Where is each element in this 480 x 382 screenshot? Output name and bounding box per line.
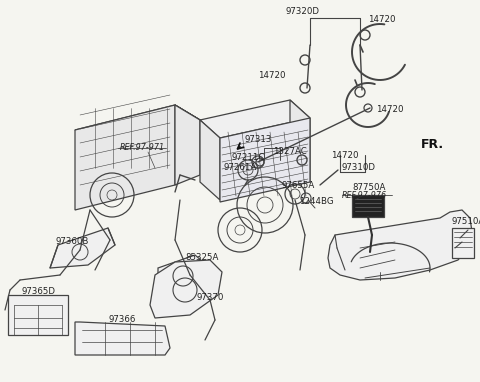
Text: 85325A: 85325A	[185, 254, 219, 262]
Polygon shape	[75, 105, 200, 145]
Text: 97211C: 97211C	[231, 154, 264, 162]
Text: 97320D: 97320D	[285, 8, 319, 16]
Text: 14720: 14720	[368, 16, 396, 24]
Polygon shape	[200, 120, 220, 200]
Polygon shape	[50, 228, 115, 268]
Text: FR.: FR.	[420, 139, 444, 152]
Text: 97366: 97366	[108, 316, 136, 324]
Polygon shape	[158, 255, 210, 285]
Text: 87750A: 87750A	[352, 183, 385, 193]
Polygon shape	[150, 260, 222, 318]
Polygon shape	[452, 228, 474, 258]
Text: 14720: 14720	[258, 71, 286, 79]
Text: 97510A: 97510A	[452, 217, 480, 227]
Text: 14720: 14720	[376, 105, 404, 115]
Polygon shape	[352, 195, 384, 217]
Polygon shape	[75, 105, 175, 210]
Polygon shape	[328, 210, 472, 280]
Polygon shape	[75, 322, 170, 355]
Text: 1244BG: 1244BG	[299, 197, 333, 207]
Text: 1327AC: 1327AC	[273, 147, 307, 157]
Text: REF.97-976: REF.97-976	[342, 191, 387, 199]
Text: 97360B: 97360B	[55, 238, 89, 246]
Polygon shape	[175, 105, 225, 135]
Text: 97261A: 97261A	[223, 163, 257, 173]
Text: 97370: 97370	[196, 293, 224, 303]
Polygon shape	[220, 118, 310, 202]
Text: 14720: 14720	[331, 151, 359, 160]
Polygon shape	[200, 100, 310, 138]
Text: 97310D: 97310D	[341, 163, 375, 173]
Text: 97313: 97313	[244, 136, 272, 144]
Polygon shape	[175, 105, 200, 185]
Text: 97365D: 97365D	[21, 288, 55, 296]
Polygon shape	[290, 100, 310, 182]
Text: REF.97-971: REF.97-971	[120, 144, 165, 152]
Text: 97655A: 97655A	[281, 181, 314, 191]
Polygon shape	[8, 295, 68, 335]
